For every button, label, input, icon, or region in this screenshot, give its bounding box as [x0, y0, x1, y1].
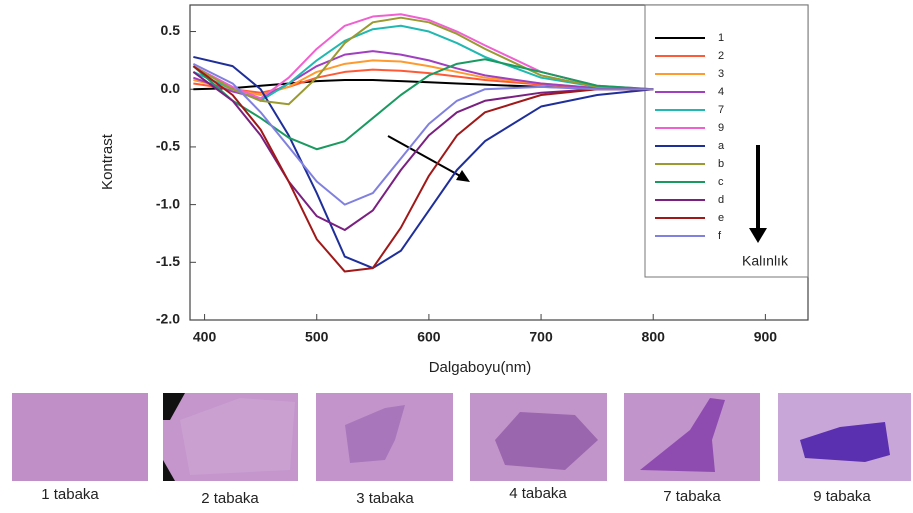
- x-tick-label: 600: [417, 329, 441, 345]
- legend-label: 1: [718, 32, 724, 44]
- legend-label: 3: [718, 68, 724, 80]
- flake: [640, 398, 725, 472]
- annotation: Kalınlık: [742, 253, 789, 269]
- sample-caption: 1 tabaka: [41, 486, 99, 503]
- sample-image: [12, 393, 148, 481]
- y-tick-label: -2.0: [156, 311, 180, 327]
- legend-label: b: [718, 158, 724, 170]
- legend-label: d: [718, 194, 724, 206]
- x-tick-label: 500: [305, 329, 329, 345]
- x-tick-label: 900: [754, 329, 778, 345]
- series-line: [193, 68, 654, 94]
- x-tick-label: 700: [529, 329, 553, 345]
- flake: [495, 412, 598, 470]
- series-line: [192, 58, 654, 151]
- y-tick-label: -1.0: [156, 195, 180, 211]
- series-line: [193, 55, 654, 270]
- legend-label: 9: [718, 122, 724, 134]
- trend-arrowhead: [456, 170, 470, 182]
- x-axis-label: Dalgaboyu(nm): [429, 359, 532, 376]
- thickness-arrowhead: [749, 228, 767, 243]
- y-tick-label: 0.0: [161, 80, 181, 96]
- legend-label: 4: [718, 86, 724, 98]
- y-tick-label: 0.5: [161, 22, 181, 38]
- legend-box: [644, 4, 809, 278]
- legend-label: 7: [718, 104, 724, 116]
- series-line: [192, 65, 654, 273]
- legend-label: e: [718, 212, 724, 224]
- series-line: [192, 62, 654, 206]
- trend-arrow: [387, 135, 463, 178]
- y-tick-label: -0.5: [156, 138, 180, 154]
- x-tick-label: 400: [193, 329, 217, 345]
- y-axis-label: Kontrast: [99, 133, 116, 190]
- sample-caption: 3 tabaka: [356, 490, 414, 507]
- y-tick-label: -1.5: [156, 253, 180, 269]
- image-dark-corner: [163, 393, 185, 420]
- flake: [180, 398, 295, 475]
- sample-images: [12, 393, 911, 481]
- sample-caption: 2 tabaka: [201, 490, 259, 507]
- sample-caption: 7 tabaka: [663, 488, 721, 505]
- series-line: [192, 16, 654, 106]
- sample-caption: 9 tabaka: [813, 488, 871, 505]
- legend-label: f: [718, 230, 722, 242]
- series-line: [192, 71, 654, 231]
- flake: [800, 422, 890, 462]
- flake: [345, 405, 405, 463]
- sample-caption: 4 tabaka: [509, 485, 567, 502]
- image-dark-corner: [163, 460, 175, 481]
- legend-label: 2: [718, 50, 724, 62]
- x-tick-label: 800: [642, 329, 666, 345]
- legend-label: c: [718, 176, 724, 188]
- legend-label: a: [718, 140, 725, 152]
